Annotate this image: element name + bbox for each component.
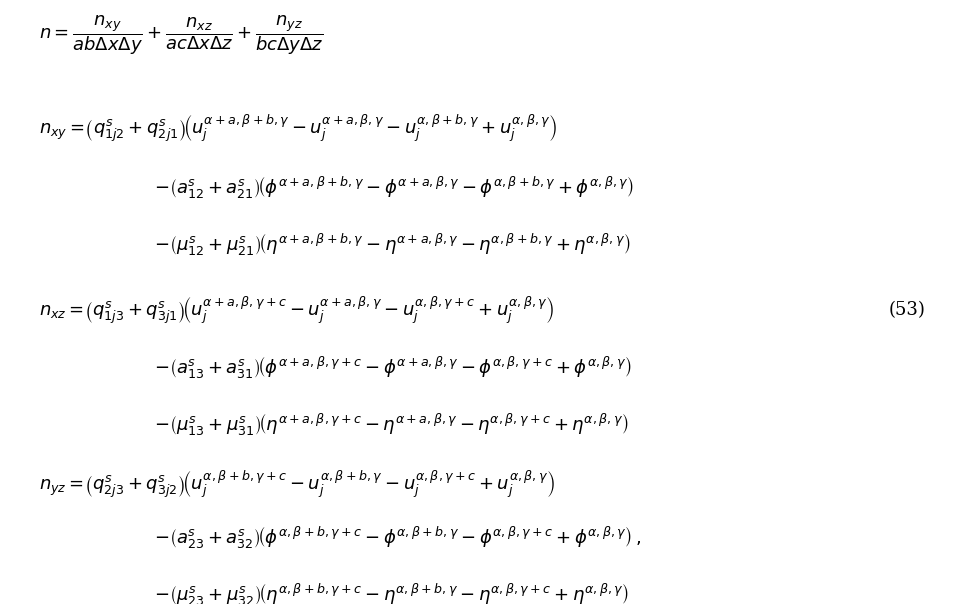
Text: $n_{xy} = \!\left(q^s_{1j2} + q^s_{2j1}\right)\!\left(u^{\alpha+a,\beta+b,\gamma: $n_{xy} = \!\left(q^s_{1j2} + q^s_{2j1}\…	[39, 113, 558, 145]
Text: $-\left(a^s_{23} + a^s_{32}\right)\!\left(\phi^{\alpha,\beta+b,\gamma+c} - \phi^: $-\left(a^s_{23} + a^s_{32}\right)\!\lef…	[154, 524, 641, 550]
Text: $-\left(\mu^s_{12} + \mu^s_{21}\right)\!\left(\eta^{\alpha+a,\beta+b,\gamma} - \: $-\left(\mu^s_{12} + \mu^s_{21}\right)\!…	[154, 231, 630, 257]
Text: $n = \dfrac{n_{xy}}{ab\Delta x\Delta y} + \dfrac{n_{xz}}{ac\Delta x\Delta z} + \: $n = \dfrac{n_{xy}}{ab\Delta x\Delta y} …	[39, 14, 324, 57]
Text: $-\left(\mu^s_{13} + \mu^s_{31}\right)\!\left(\eta^{\alpha+a,\beta,\gamma+c} - \: $-\left(\mu^s_{13} + \mu^s_{31}\right)\!…	[154, 411, 628, 437]
Text: $n_{yz} = \!\left(q^s_{2j3} + q^s_{3j2}\right)\!\left(u^{\alpha,\beta+b,\gamma+c: $n_{yz} = \!\left(q^s_{2j3} + q^s_{3j2}\…	[39, 469, 556, 501]
Text: $-\left(\mu^s_{23} + \mu^s_{32}\right)\!\left(\eta^{\alpha,\beta+b,\gamma+c} - \: $-\left(\mu^s_{23} + \mu^s_{32}\right)\!…	[154, 581, 628, 604]
Text: $-\left(a^s_{13} + a^s_{31}\right)\!\left(\phi^{\alpha+a,\beta,\gamma+c} - \phi^: $-\left(a^s_{13} + a^s_{31}\right)\!\lef…	[154, 355, 631, 381]
Text: (53): (53)	[888, 301, 925, 320]
Text: $n_{xz} = \!\left(q^s_{1j3} + q^s_{3j1}\right)\!\left(u^{\alpha+a,\beta,\gamma+c: $n_{xz} = \!\left(q^s_{1j3} + q^s_{3j1}\…	[39, 294, 555, 327]
Text: $-\left(a^s_{12} + a^s_{21}\right)\!\left(\phi^{\alpha+a,\beta+b,\gamma} - \phi^: $-\left(a^s_{12} + a^s_{21}\right)\!\lef…	[154, 175, 633, 201]
